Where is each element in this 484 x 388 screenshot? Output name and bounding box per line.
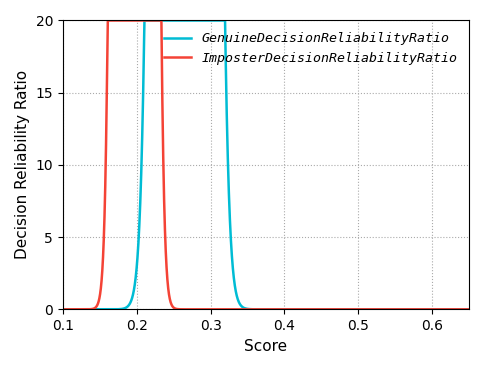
ImposterDecisionReliabilityRatio: [324, 307, 330, 312]
Line: ImposterDecisionReliabilityRatio: ImposterDecisionReliabilityRatio: [63, 21, 469, 309]
GenuineDecisionReliabilityRatio: [324, 307, 330, 312]
GenuineDecisionReliabilityRatio: [394, 307, 400, 312]
GenuineDecisionReliabilityRatio: [303, 307, 309, 312]
ImposterDecisionReliabilityRatio: [215, 307, 221, 312]
Legend: GenuineDecisionReliabilityRatio, ImposterDecisionReliabilityRatio: GenuineDecisionReliabilityRatio, Imposte…: [159, 27, 462, 70]
Line: GenuineDecisionReliabilityRatio: GenuineDecisionReliabilityRatio: [63, 21, 469, 309]
GenuineDecisionReliabilityRatio: [134, 265, 139, 270]
GenuineDecisionReliabilityRatio: [141, 18, 147, 23]
GenuineDecisionReliabilityRatio: [363, 307, 369, 312]
ImposterDecisionReliabilityRatio: [303, 307, 309, 312]
ImposterDecisionReliabilityRatio: [60, 307, 66, 312]
GenuineDecisionReliabilityRatio: [466, 307, 472, 312]
ImposterDecisionReliabilityRatio: [134, 18, 140, 23]
ImposterDecisionReliabilityRatio: [105, 18, 110, 23]
Y-axis label: Decision Reliability Ratio: Decision Reliability Ratio: [15, 70, 30, 260]
GenuineDecisionReliabilityRatio: [215, 18, 221, 23]
ImposterDecisionReliabilityRatio: [394, 307, 400, 312]
ImposterDecisionReliabilityRatio: [363, 307, 369, 312]
ImposterDecisionReliabilityRatio: [466, 307, 472, 312]
GenuineDecisionReliabilityRatio: [60, 307, 66, 312]
X-axis label: Score: Score: [244, 339, 287, 353]
